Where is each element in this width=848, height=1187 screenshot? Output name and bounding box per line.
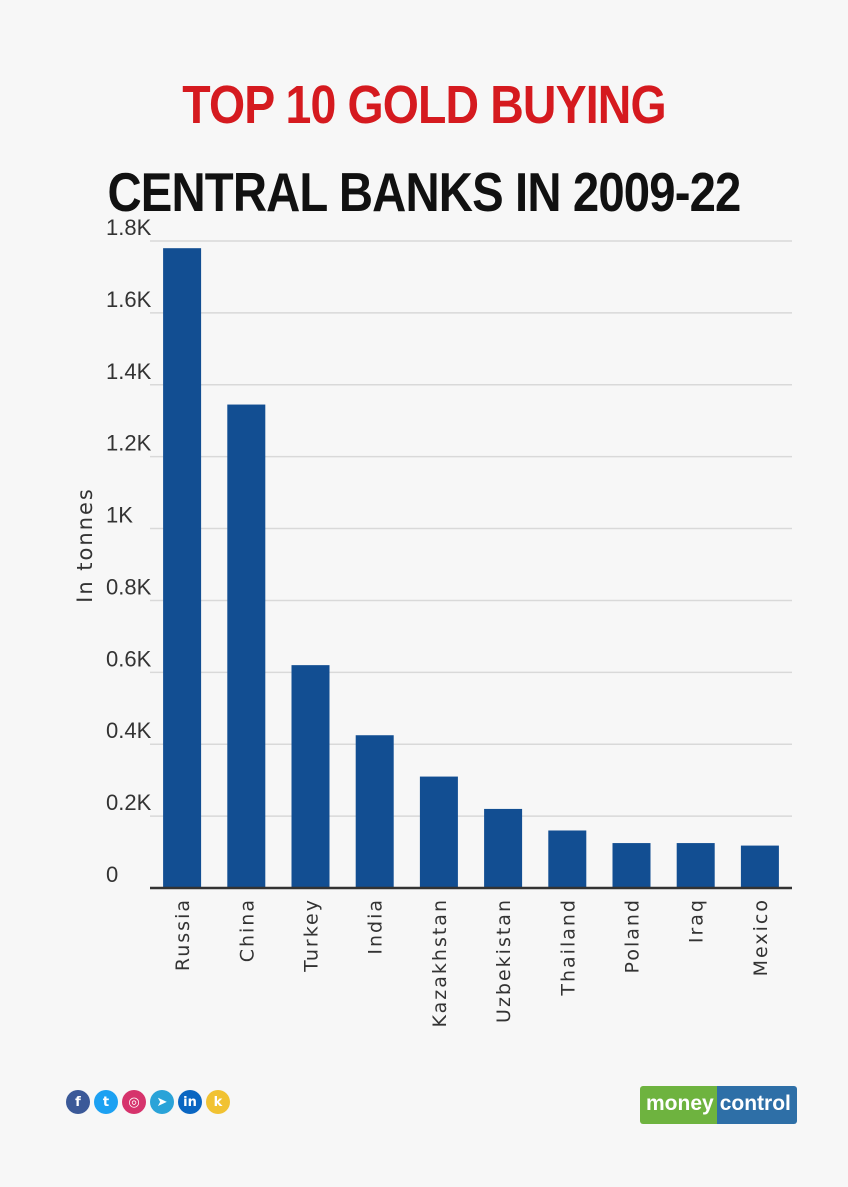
y-tick-label: 0.6K	[106, 646, 152, 671]
y-tick-labels: 0 0.2K 0.4K 0.6K 0.8K 1K 1.2K 1.4K 1.6K 1.8K	[106, 215, 152, 887]
moneycontrol-logo: money control	[640, 1086, 797, 1124]
social-icons: f t ◎ ➤ in k	[66, 1090, 230, 1114]
x-tick-label: Uzbekistan	[493, 898, 515, 1023]
facebook-icon[interactable]: f	[66, 1090, 90, 1114]
bar-poland	[612, 843, 651, 888]
y-tick-label: 0	[106, 862, 118, 887]
bar-india	[355, 735, 394, 888]
bar-turkey	[291, 665, 330, 888]
bar-russia	[163, 248, 202, 888]
bar-kazakhstan	[419, 776, 458, 888]
bar-iraq	[676, 843, 715, 888]
x-tick-label: India	[365, 898, 387, 955]
instagram-icon[interactable]: ◎	[122, 1090, 146, 1114]
bars	[163, 248, 779, 888]
x-tick-label: Thailand	[557, 898, 579, 997]
chart-title-line2: CENTRAL BANKS IN 2009-22	[107, 161, 742, 223]
chart-title-line1: TOP 10 GOLD BUYING	[182, 75, 666, 135]
x-tick-label: China	[236, 898, 258, 962]
brand-control: control	[716, 1086, 797, 1124]
bar-uzbekistan	[484, 808, 523, 888]
y-tick-label: 0.8K	[106, 574, 152, 599]
telegram-icon[interactable]: ➤	[150, 1090, 174, 1114]
y-tick-label: 1.2K	[106, 431, 152, 456]
y-tick-label: 0.4K	[106, 718, 152, 743]
x-tick-label: Iraq	[686, 898, 708, 943]
x-tick-label: Mexico	[750, 898, 772, 976]
x-tick-label: Poland	[622, 898, 644, 973]
bar-china	[227, 404, 266, 888]
y-tick-label: 0.2K	[106, 790, 152, 815]
x-tick-label: Turkey	[301, 898, 323, 973]
bar-thailand	[548, 830, 587, 888]
y-tick-label: 1.6K	[106, 287, 152, 312]
y-tick-label: 1K	[106, 503, 133, 528]
x-tick-label: Russia	[172, 898, 194, 971]
y-tick-label: 1.8K	[106, 215, 152, 240]
twitter-icon[interactable]: t	[94, 1090, 118, 1114]
x-tick-label: Kazakhstan	[429, 898, 451, 1027]
y-tick-label: 1.4K	[106, 359, 152, 384]
y-axis-label: In tonnes	[73, 487, 97, 603]
bar-mexico	[740, 845, 779, 888]
brand-money: money	[640, 1086, 717, 1124]
x-tick-labels: Russia China Turkey India Kazakhstan Uzbekist…	[172, 898, 772, 1027]
linkedin-icon[interactable]: in	[178, 1090, 202, 1114]
koo-icon[interactable]: k	[206, 1090, 230, 1114]
